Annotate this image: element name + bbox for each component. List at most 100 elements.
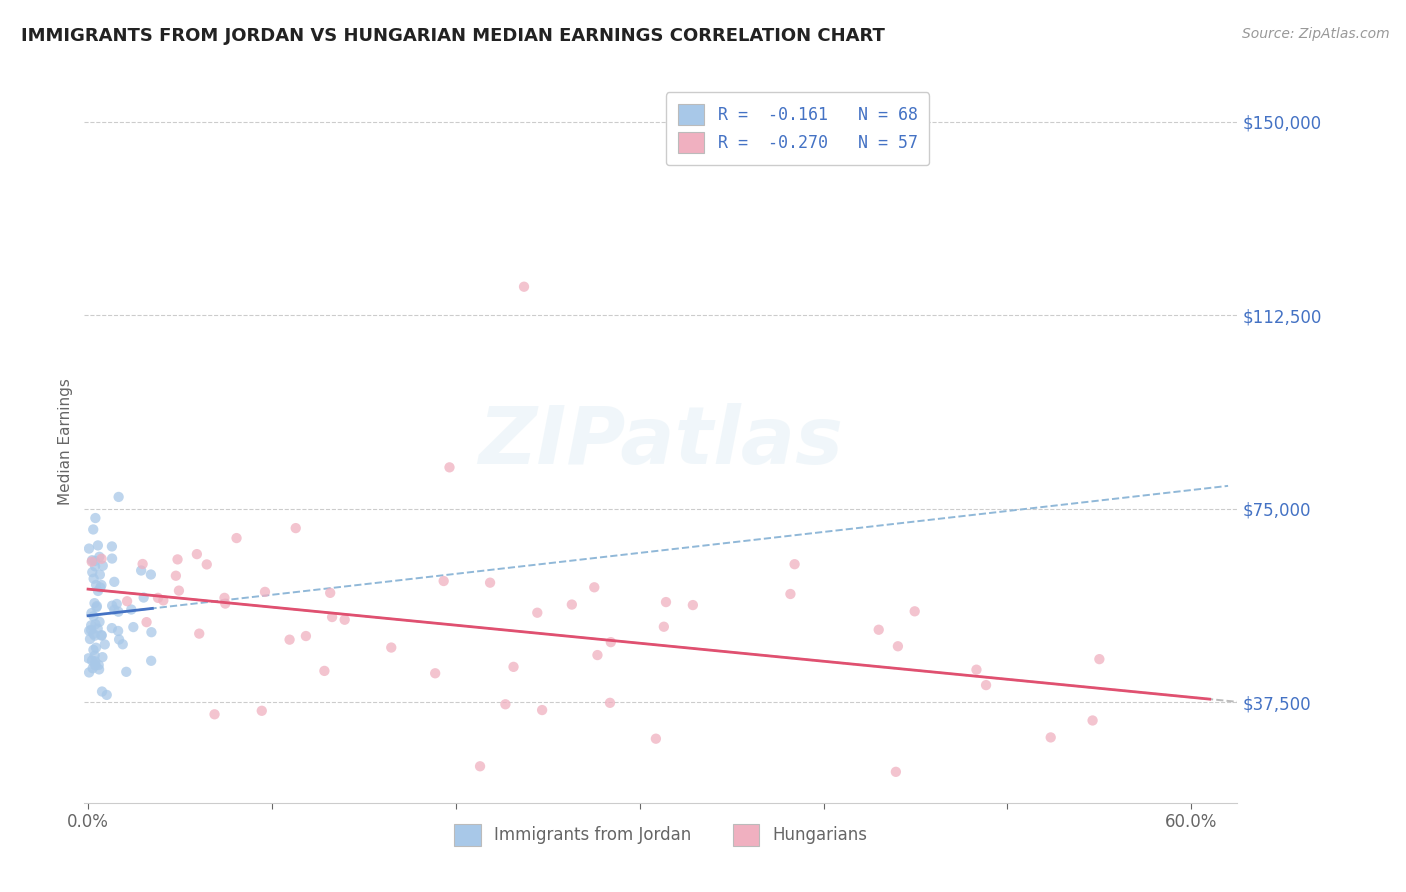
Point [90,628,112,642]
Point [1039,731,1062,745]
Point [583,580,606,594]
Point [89,615,111,629]
Point [84,554,107,568]
Point [284,521,307,535]
Point [80,618,103,632]
Point [82,661,104,675]
Point [91,650,114,665]
Point [107,624,129,638]
Point [83,657,105,672]
Point [86,599,108,613]
Point [321,610,343,624]
Point [82,523,104,537]
Point [115,594,138,608]
Point [86,600,108,615]
Point [586,648,609,662]
Point [87,583,110,598]
Point [105,597,128,611]
Point [80,606,103,620]
Point [89,549,111,564]
Point [87,662,110,676]
Point [129,564,152,578]
Point [186,547,208,561]
Point [91,684,114,698]
Point [84,578,107,592]
Point [101,599,124,613]
Point [868,623,890,637]
Point [502,660,524,674]
Point [120,602,142,616]
Point [82,609,104,624]
Point [974,678,997,692]
Point [599,635,621,649]
Point [122,620,145,634]
Point [644,731,666,746]
Point [141,654,163,668]
Point [1081,714,1104,728]
Point [167,583,190,598]
Point [250,704,273,718]
Point [107,605,129,619]
Point [132,591,155,605]
Point [166,552,188,566]
Point [90,551,112,566]
Point [214,597,236,611]
Point [561,598,583,612]
Point [131,557,153,571]
Point [82,565,104,579]
Point [80,623,103,637]
Point [152,593,174,607]
Point [82,553,104,567]
Point [141,625,163,640]
Point [904,604,927,618]
Point [965,663,987,677]
Point [135,615,157,629]
Point [333,613,356,627]
Point [84,511,107,525]
Point [101,621,124,635]
Point [84,658,107,673]
Point [188,626,211,640]
Point [195,558,218,572]
Point [111,637,134,651]
Point [84,654,107,668]
Point [87,538,110,552]
Point [83,596,105,610]
Point [380,640,402,655]
Point [103,603,125,617]
Point [526,606,548,620]
Point [87,658,110,673]
Point [319,586,342,600]
Point [139,567,162,582]
Point [599,696,621,710]
Point [682,598,704,612]
Point [513,279,536,293]
Y-axis label: Median Earnings: Median Earnings [58,378,73,505]
Point [80,555,103,569]
Point [83,627,105,641]
Point [253,585,276,599]
Point [90,629,112,643]
Text: IMMIGRANTS FROM JORDAN VS HUNGARIAN MEDIAN EARNINGS CORRELATION CHART: IMMIGRANTS FROM JORDAN VS HUNGARIAN MEDI… [21,27,884,45]
Point [101,540,124,554]
Point [655,595,678,609]
Point [479,575,502,590]
Point [652,620,675,634]
Point [77,541,100,556]
Point [90,578,112,592]
Point [89,567,111,582]
Point [887,640,910,654]
Point [278,632,301,647]
Point [107,490,129,504]
Point [84,640,107,655]
Point [80,653,103,667]
Point [439,460,461,475]
Point [82,643,104,657]
Point [86,622,108,636]
Point [531,703,554,717]
Point [79,632,101,646]
Point [84,559,107,574]
Point [295,629,318,643]
Point [204,707,226,722]
Point [165,568,187,582]
